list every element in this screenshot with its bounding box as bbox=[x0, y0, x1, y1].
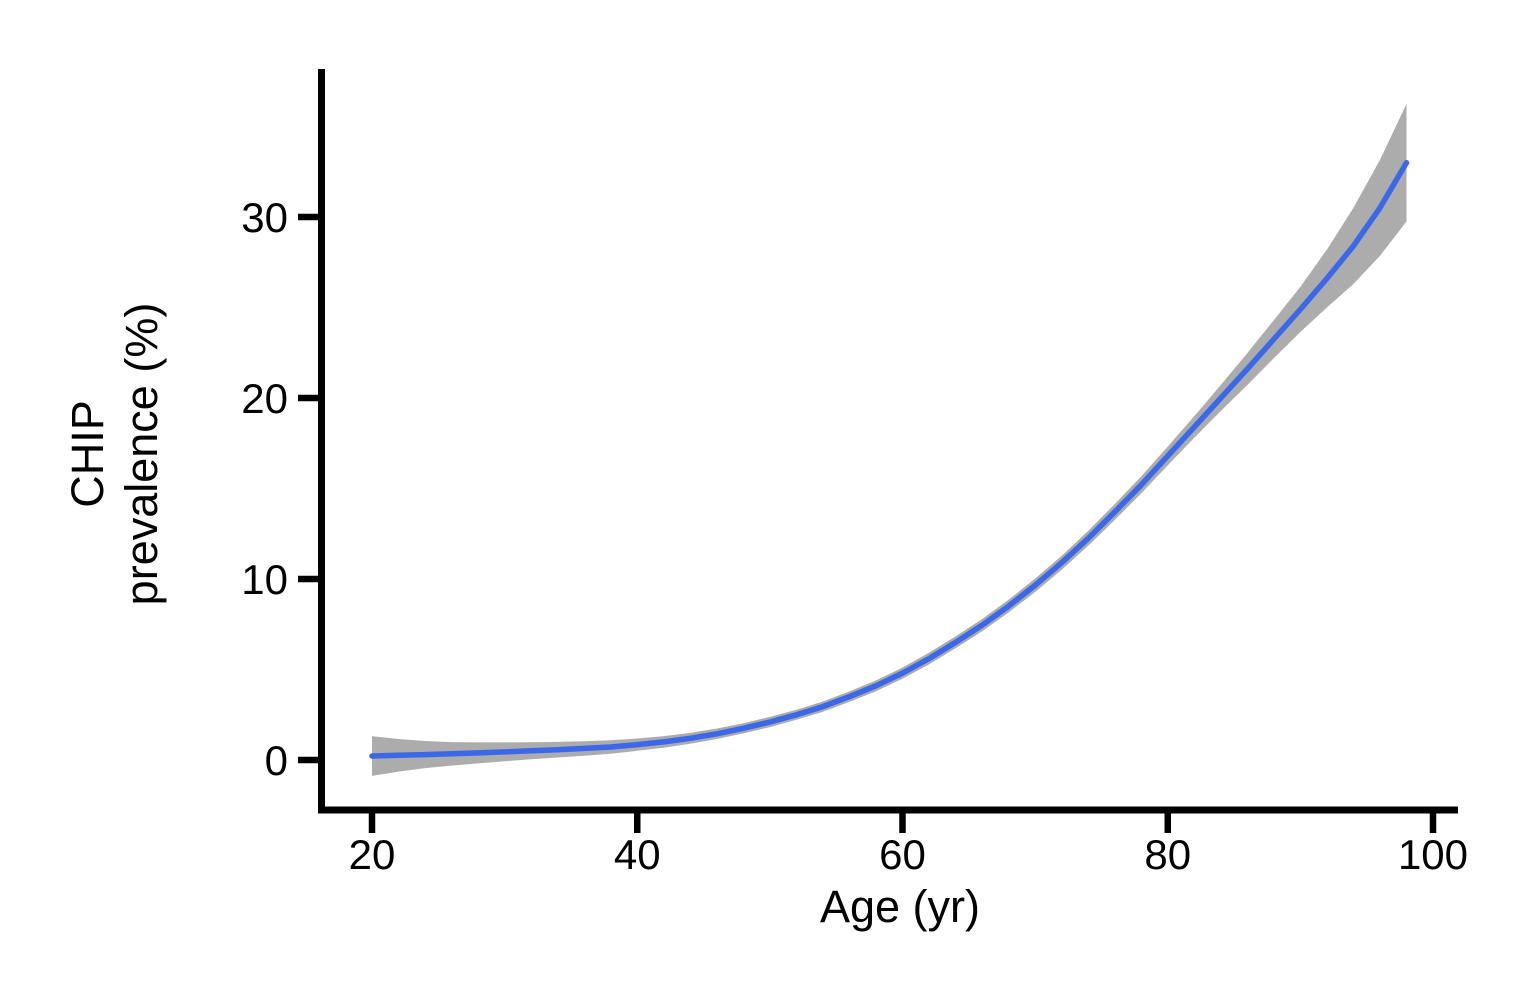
x-tick-label: 60 bbox=[879, 831, 926, 878]
x-axis-ticks bbox=[368, 813, 1437, 833]
x-tick-label: 40 bbox=[614, 831, 661, 878]
x-tick-label: 80 bbox=[1144, 831, 1191, 878]
y-axis-title-line2: prevalence (%) bbox=[116, 303, 167, 606]
x-tick-label: 20 bbox=[349, 831, 396, 878]
y-tick-label: 10 bbox=[241, 556, 288, 603]
x-tick-label: 100 bbox=[1398, 831, 1468, 878]
x-axis-tick-labels: 20 40 60 80 100 bbox=[349, 831, 1468, 878]
y-tick-label: 30 bbox=[241, 194, 288, 241]
trend-line bbox=[369, 159, 1410, 759]
y-tick-label: 0 bbox=[265, 737, 288, 784]
y-tick-label: 20 bbox=[241, 375, 288, 422]
x-axis-title: Age (yr) bbox=[820, 881, 980, 932]
y-axis-tick-labels: 0 10 20 30 bbox=[241, 194, 288, 784]
confidence-band bbox=[372, 103, 1407, 776]
y-axis-ticks bbox=[298, 213, 318, 764]
y-axis-title-line1: CHIP bbox=[62, 400, 113, 508]
